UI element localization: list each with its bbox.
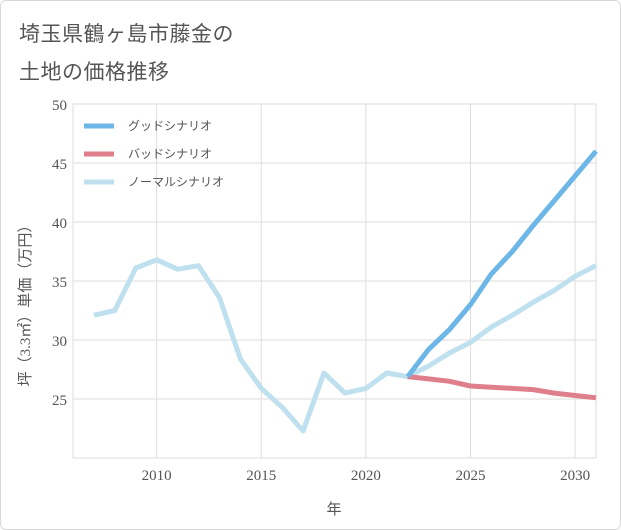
chart-title: 埼玉県鶴ヶ島市藤金の 土地の価格推移 [19,15,234,91]
grid-lines [73,103,596,458]
x-tick-label: 2010 [142,468,172,484]
series-lines [93,149,598,434]
series-line-0 [405,149,598,379]
y-tick-label: 25 [52,393,67,409]
x-tick-label: 2015 [246,468,276,484]
chart-title-line-1: 埼玉県鶴ヶ島市藤金の [19,22,234,46]
y-tick-label: 30 [52,334,67,350]
legend-label-2: ノーマルシナリオ [128,175,224,189]
y-tick-label: 35 [52,275,67,291]
y-axis-label: 坪（3.3㎡）単価（万円） [17,218,34,387]
y-tick-label: 50 [52,98,67,114]
x-tick-label: 2025 [455,468,485,484]
x-tick-labels: 2010 2015 2020 2025 2030 [142,468,590,484]
x-tick-label: 2030 [560,468,590,484]
chart-title-line-2: 土地の価格推移 [19,60,170,84]
x-axis-label: 年 [326,501,341,518]
series-line-1 [407,374,597,401]
y-tick-label: 40 [52,216,67,232]
y-tick-label: 45 [52,157,67,173]
series-line-2 [93,257,598,434]
legend-label-1: バッドシナリオ [128,147,212,161]
x-tick-label: 2020 [351,468,381,484]
y-tick-labels: 25 30 35 40 45 50 [52,98,67,409]
legend-label-0: グッドシナリオ [128,119,212,133]
